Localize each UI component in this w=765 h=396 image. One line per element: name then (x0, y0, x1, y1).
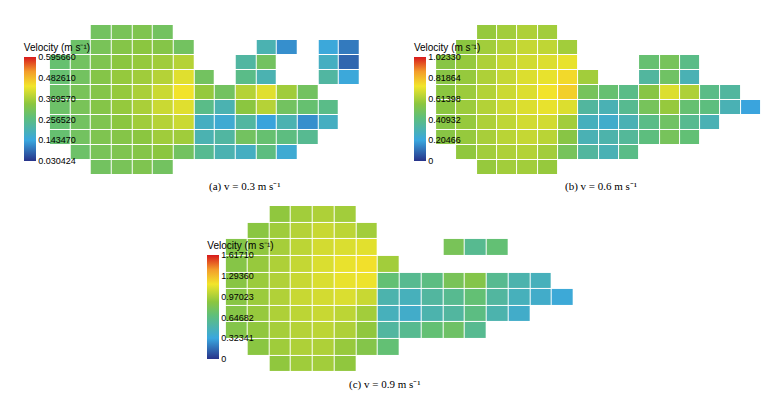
svg-text:0.030424: 0.030424 (38, 156, 76, 166)
svg-text:0.20466: 0.20466 (428, 135, 461, 145)
svg-text:(a) v = 0.3 m s⁻¹: (a) v = 0.3 m s⁻¹ (209, 180, 281, 193)
svg-text:1.02330: 1.02330 (428, 52, 461, 62)
svg-text:0.40932: 0.40932 (428, 115, 461, 125)
svg-text:(c) v = 0.9 m s⁻¹: (c) v = 0.9 m s⁻¹ (349, 378, 421, 391)
svg-text:Velocity (m s⁻¹): Velocity (m s⁻¹) (207, 240, 273, 251)
svg-text:0.256520: 0.256520 (38, 115, 76, 125)
svg-text:0.482610: 0.482610 (38, 73, 76, 83)
svg-text:1.61710: 1.61710 (221, 250, 254, 260)
svg-text:Velocity (m s⁻¹): Velocity (m s⁻¹) (24, 42, 90, 53)
svg-text:0.61398: 0.61398 (428, 94, 461, 104)
svg-text:1.29360: 1.29360 (221, 271, 254, 281)
svg-text:0.32341: 0.32341 (221, 333, 254, 343)
svg-text:0.595660: 0.595660 (38, 52, 76, 62)
svg-text:0.369570: 0.369570 (38, 94, 76, 104)
svg-text:0: 0 (428, 156, 433, 166)
svg-text:0.143470: 0.143470 (38, 135, 76, 145)
svg-text:0.97023: 0.97023 (221, 292, 254, 302)
svg-text:0.64682: 0.64682 (221, 313, 254, 323)
svg-text:0: 0 (221, 354, 226, 364)
svg-text:0.81864: 0.81864 (428, 73, 461, 83)
svg-text:(b) v = 0.6 m s⁻¹: (b) v = 0.6 m s⁻¹ (565, 180, 637, 193)
svg-text:Velocity (m s⁻¹): Velocity (m s⁻¹) (414, 42, 480, 53)
